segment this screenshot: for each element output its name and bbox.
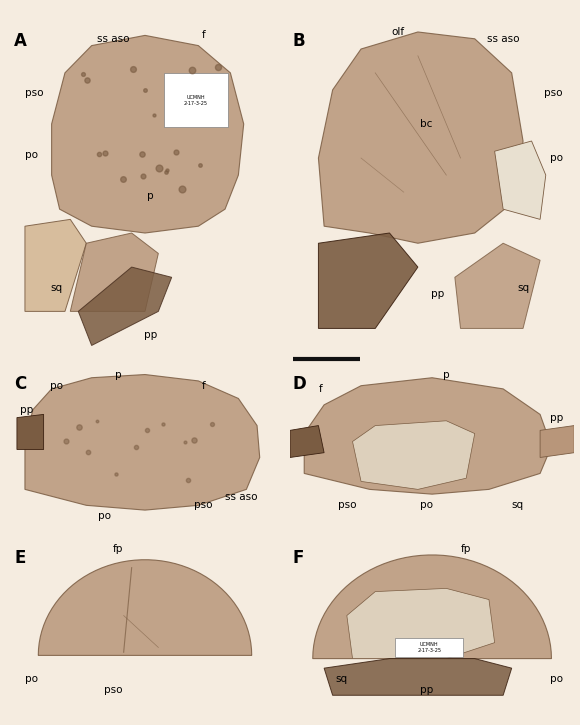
Text: pso: pso: [25, 88, 44, 99]
Text: po: po: [550, 153, 563, 163]
Text: f: f: [318, 384, 322, 394]
Text: sq: sq: [51, 283, 63, 292]
Polygon shape: [353, 420, 474, 489]
Polygon shape: [304, 378, 552, 494]
Text: fp: fp: [113, 544, 124, 553]
Text: pso: pso: [338, 500, 356, 510]
Text: f: f: [202, 30, 205, 41]
Text: pp: pp: [420, 686, 433, 695]
Polygon shape: [17, 415, 44, 450]
Text: po: po: [25, 674, 38, 684]
Polygon shape: [78, 267, 172, 346]
Text: ss aso: ss aso: [224, 492, 257, 502]
Text: UCMNH
2-17-3-25: UCMNH 2-17-3-25: [417, 642, 441, 652]
Text: sq: sq: [517, 283, 529, 292]
Text: pp: pp: [20, 405, 33, 415]
Text: pso: pso: [545, 88, 563, 99]
Text: pp: pp: [144, 331, 157, 340]
Text: po: po: [550, 674, 563, 684]
Polygon shape: [290, 426, 324, 457]
Text: C: C: [14, 375, 27, 392]
Polygon shape: [318, 233, 418, 328]
Text: po: po: [50, 381, 63, 391]
Text: f: f: [202, 381, 205, 391]
Polygon shape: [318, 32, 523, 244]
Text: B: B: [293, 32, 306, 50]
Text: sq: sq: [512, 500, 523, 510]
Text: sq: sq: [335, 674, 347, 684]
Text: D: D: [293, 375, 307, 392]
Text: A: A: [14, 32, 27, 50]
FancyBboxPatch shape: [395, 638, 463, 657]
Text: pp: pp: [550, 413, 563, 423]
Text: po: po: [99, 512, 111, 521]
Polygon shape: [52, 36, 244, 233]
Polygon shape: [495, 141, 546, 220]
Text: p: p: [147, 191, 154, 201]
FancyBboxPatch shape: [164, 73, 228, 128]
Polygon shape: [25, 375, 260, 510]
Text: po: po: [420, 500, 433, 510]
Text: ss aso: ss aso: [487, 34, 520, 44]
Text: F: F: [293, 549, 304, 566]
Polygon shape: [25, 220, 86, 312]
Text: pso: pso: [104, 686, 122, 695]
Text: p: p: [115, 370, 122, 379]
Polygon shape: [70, 233, 158, 312]
Polygon shape: [347, 589, 495, 658]
Text: ss aso: ss aso: [97, 34, 129, 44]
Text: olf: olf: [392, 27, 405, 37]
Polygon shape: [38, 560, 252, 655]
Text: po: po: [25, 149, 38, 160]
Text: bc: bc: [420, 119, 433, 129]
Polygon shape: [540, 426, 574, 457]
Text: pp: pp: [431, 289, 444, 299]
Polygon shape: [324, 658, 512, 695]
Text: UCMNH
2-17-3-25: UCMNH 2-17-3-25: [184, 95, 208, 106]
Polygon shape: [313, 555, 552, 658]
Text: fp: fp: [461, 544, 472, 553]
Text: E: E: [14, 549, 26, 566]
Polygon shape: [455, 244, 540, 328]
Text: p: p: [443, 370, 450, 379]
Text: pso: pso: [194, 500, 213, 510]
